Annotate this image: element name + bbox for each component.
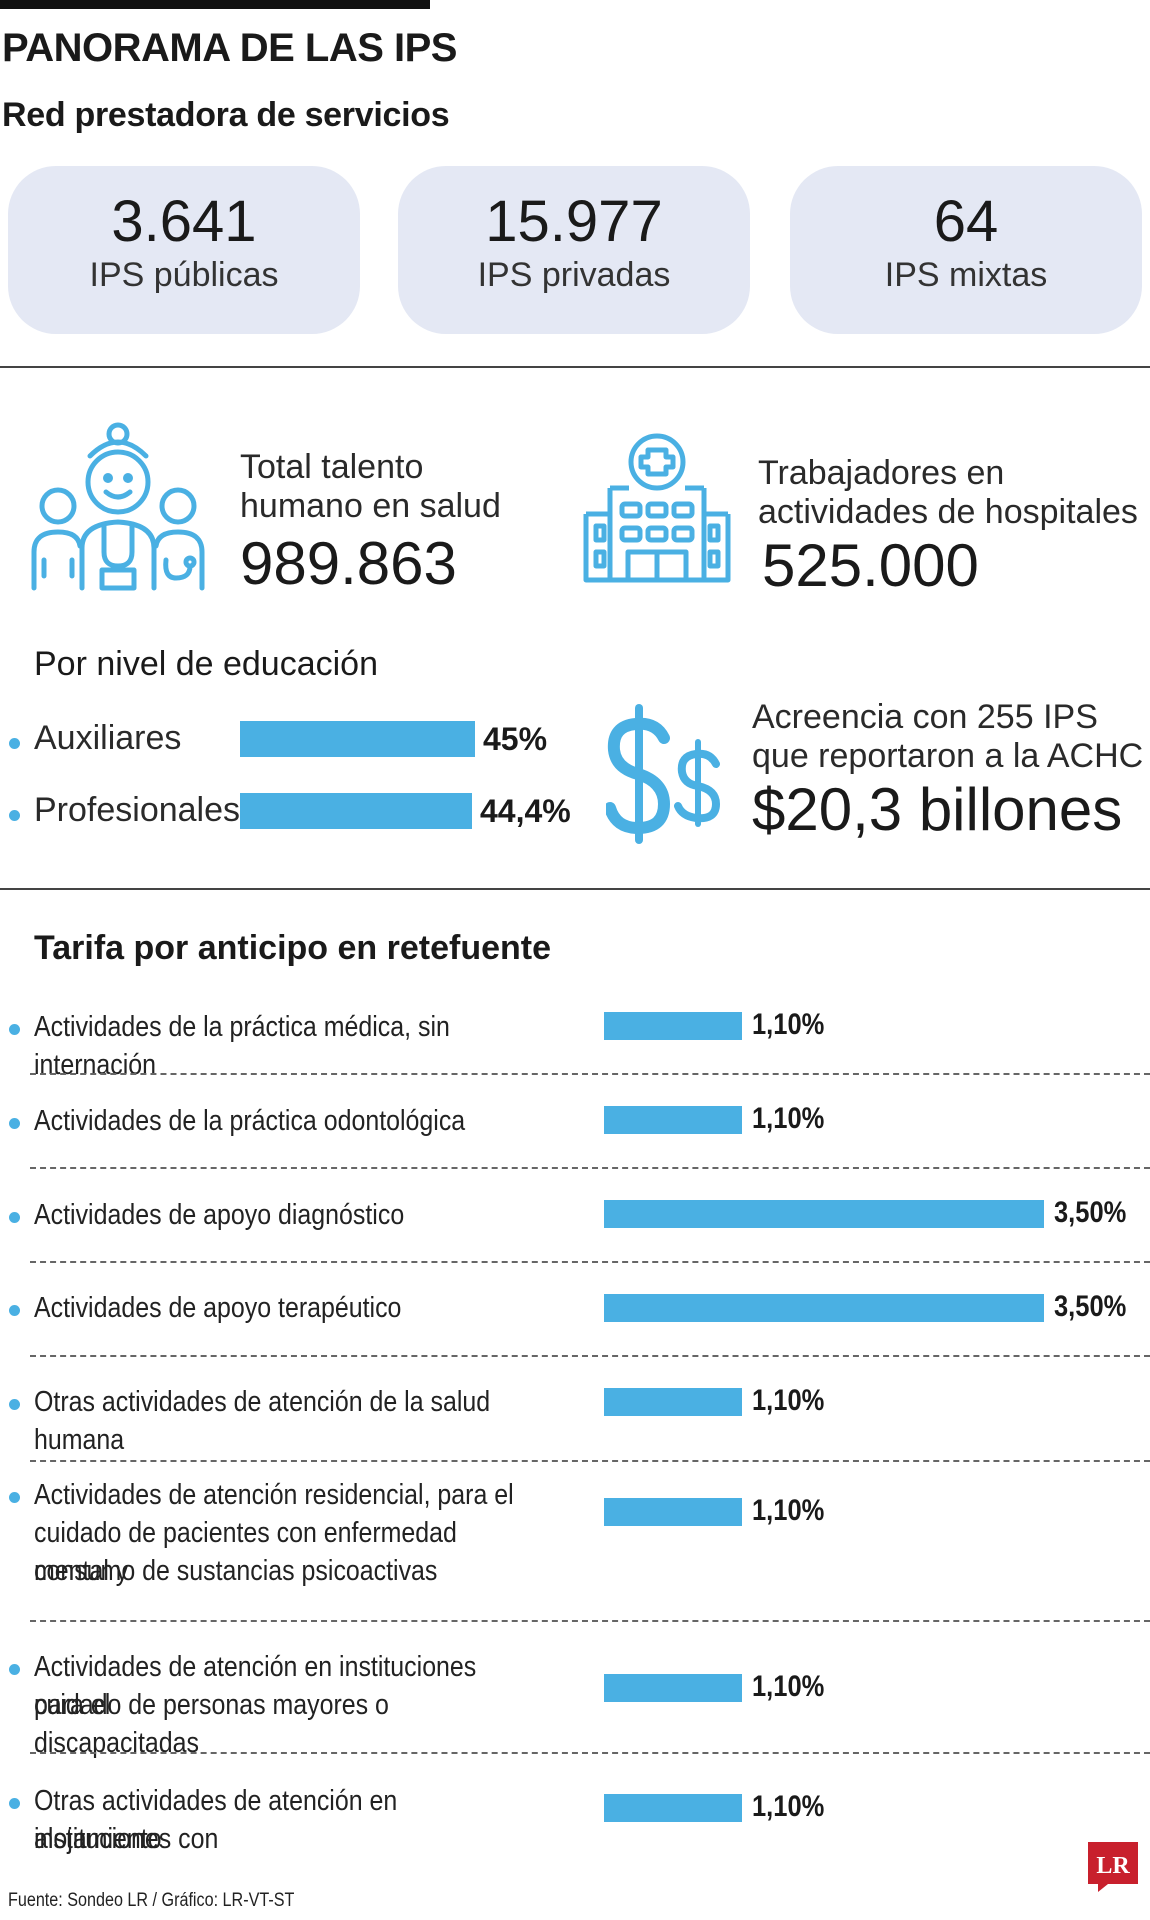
bullet-icon (9, 1664, 20, 1675)
retefuente-title: Tarifa por anticipo en retefuente (34, 929, 552, 967)
bullet-icon (9, 810, 20, 821)
edu-label-auxiliares: Auxiliares (34, 719, 182, 757)
bullet-icon (9, 1399, 20, 1410)
education-title: Por nivel de educación (34, 645, 379, 683)
debt-label-1: Acreencia con 255 IPS (752, 698, 1098, 736)
tax-label: Actividades de la práctica odontológica (34, 1105, 466, 1137)
dollar-icon (606, 704, 721, 844)
stat-value: 64 (933, 189, 999, 254)
tax-bar (604, 1674, 742, 1702)
tax-value: 3,50% (1054, 1196, 1127, 1229)
tax-value: 1,10% (752, 1494, 825, 1527)
tax-bar (604, 1294, 1044, 1322)
stat-card-mixed: 64 IPS mixtas (790, 166, 1142, 334)
tax-label: Otras actividades de atención de la salu… (34, 1386, 491, 1456)
tax-value: 1,10% (752, 1102, 825, 1135)
row-divider (30, 1460, 1150, 1462)
bullet-icon (9, 1492, 20, 1503)
row-divider (30, 1167, 1150, 1169)
logo-text: LR (1096, 1853, 1130, 1879)
bullet-icon (9, 1305, 20, 1316)
tax-bar (604, 1794, 742, 1822)
row-divider (30, 1073, 1150, 1075)
tax-label: cuidado de personas mayores o discapacit… (34, 1689, 389, 1759)
edu-value-profesionales: 44,4% (480, 793, 571, 829)
divider (0, 366, 1150, 368)
stat-label: IPS públicas (89, 256, 279, 294)
debt-label-2: que reportaron a la ACHC (752, 737, 1144, 775)
stat-label: IPS mixtas (884, 256, 1048, 294)
debt-value: $20,3 billones (752, 776, 1123, 843)
tax-value: 1,10% (752, 1384, 825, 1417)
talent-label-1: Total talento (240, 448, 424, 486)
edu-bar-auxiliares (240, 721, 475, 757)
tax-bar (604, 1388, 742, 1416)
tax-label: Actividades de atención residencial, par… (34, 1479, 514, 1511)
bullet-icon (9, 1212, 20, 1223)
edu-label-profesionales: Profesionales (34, 791, 241, 829)
row-divider (30, 1355, 1150, 1357)
talent-value: 989.863 (240, 530, 457, 597)
talent-label-2: humano en salud (240, 487, 501, 525)
hospital-label-1: Trabajadores en (758, 454, 1005, 492)
page-title: PANORAMA DE LAS IPS (2, 26, 457, 70)
bullet-icon (9, 1024, 20, 1035)
page-subtitle: Red prestadora de servicios (2, 96, 450, 134)
edu-value-auxiliares: 45% (483, 721, 548, 757)
tax-value: 3,50% (1054, 1290, 1127, 1323)
tax-label: Actividades de la práctica médica, sin i… (34, 1011, 450, 1081)
edu-bar-profesionales (240, 793, 472, 829)
bullet-icon (9, 738, 20, 749)
tax-label: cuidado de pacientes con enfermedad ment… (34, 1517, 457, 1587)
tax-label: alojamiento (34, 1823, 162, 1855)
tax-value: 1,10% (752, 1670, 825, 1703)
source-note: Fuente: Sondeo LR / Gráfico: LR-VT-ST (8, 1890, 295, 1911)
tax-value: 1,10% (752, 1790, 825, 1823)
tax-bar (604, 1200, 1044, 1228)
row-divider (30, 1620, 1150, 1622)
tax-bar (604, 1498, 742, 1526)
tax-label: Otras actividades de atención en institu… (34, 1785, 398, 1855)
stat-card-private: 15.977 IPS privadas (398, 166, 750, 334)
lr-logo: LR (1088, 1842, 1138, 1892)
tax-label: consumo de sustancias psicoactivas (34, 1555, 438, 1587)
bullet-icon (9, 1118, 20, 1129)
hospital-icon (583, 433, 731, 583)
stat-card-public: 3.641 IPS públicas (8, 166, 360, 334)
tax-bar (604, 1106, 742, 1134)
tax-label: Actividades de apoyo terapéutico (34, 1292, 402, 1324)
divider (0, 888, 1150, 890)
row-divider (30, 1752, 1150, 1754)
bullet-icon (9, 1798, 20, 1809)
row-divider (30, 1261, 1150, 1263)
tax-value: 1,10% (752, 1008, 825, 1041)
hospital-value: 525.000 (762, 532, 979, 599)
stat-value: 3.641 (111, 189, 257, 254)
health-staff-icon (31, 422, 205, 591)
hospital-label-2: actividades de hospitales (758, 493, 1138, 531)
tax-label: Actividades de apoyo diagnóstico (34, 1199, 405, 1231)
stat-value: 15.977 (485, 189, 663, 254)
top-rule (0, 0, 430, 9)
tax-label: Actividades de atención en instituciones… (34, 1651, 477, 1721)
tax-bar (604, 1012, 742, 1040)
stat-label: IPS privadas (477, 256, 671, 294)
